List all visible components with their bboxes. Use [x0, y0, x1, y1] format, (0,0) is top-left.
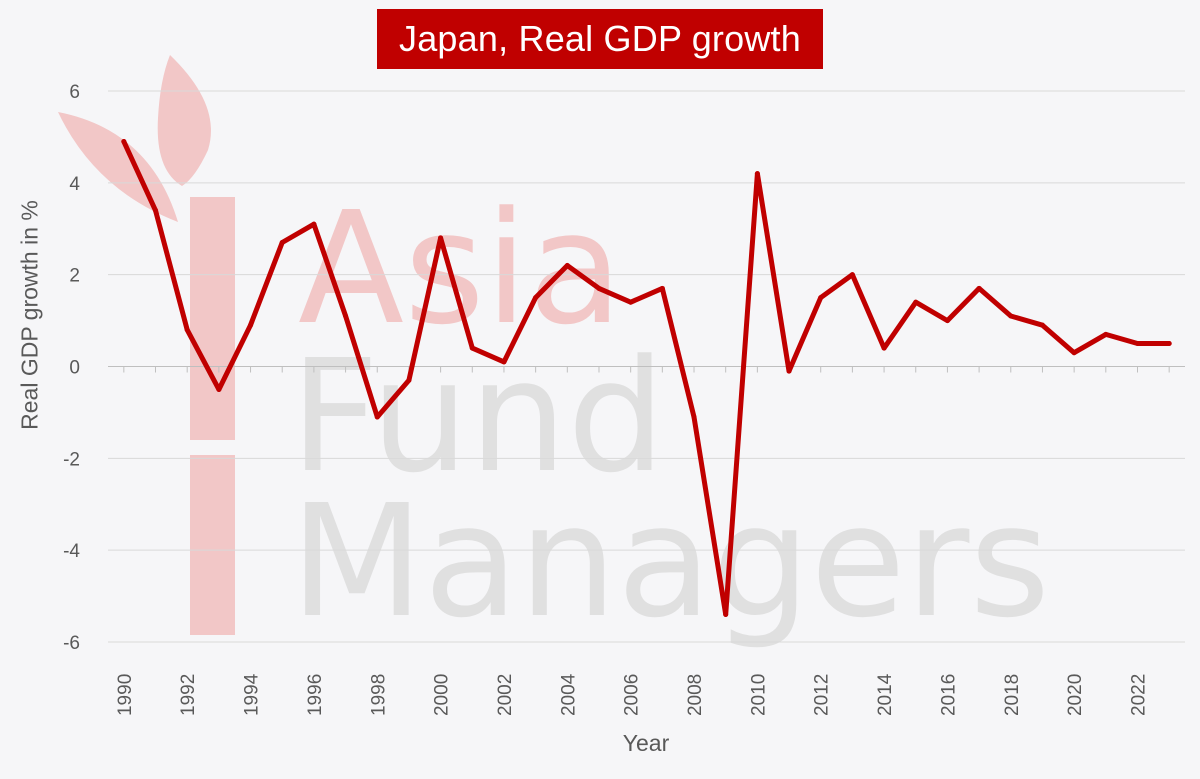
data-point	[216, 386, 222, 392]
watermark-stem-top	[190, 197, 235, 440]
data-point	[1134, 341, 1140, 347]
x-axis-ticks: 1990 1992 1994 1996 1998 2000 2002 2004 2006 2008…	[115, 366, 1170, 716]
data-point	[501, 359, 507, 365]
data-point	[564, 262, 570, 268]
x-tick-label: 1992	[178, 674, 199, 716]
data-point	[944, 318, 950, 324]
chart-title-box: Japan, Real GDP growth	[377, 9, 823, 69]
watermark-leaf-right	[157, 55, 211, 186]
data-point	[596, 285, 602, 291]
data-point	[976, 285, 982, 291]
y-tick-label: -2	[63, 449, 80, 470]
data-point	[121, 139, 127, 145]
x-tick-label: 2022	[1128, 674, 1149, 716]
x-tick-label: 2008	[685, 674, 706, 716]
data-point	[248, 322, 254, 328]
y-tick-label: 2	[69, 266, 80, 287]
x-tick-label: 2004	[558, 673, 579, 716]
y-tick-label: -4	[63, 541, 80, 562]
data-point	[438, 235, 444, 241]
x-tick-label: 2020	[1065, 674, 1086, 716]
data-point	[533, 295, 539, 301]
x-tick-label: 2002	[495, 674, 516, 716]
data-point	[406, 377, 412, 383]
data-point	[153, 207, 159, 213]
data-point	[279, 240, 285, 246]
x-axis-label: Year	[622, 730, 670, 756]
data-point	[691, 414, 697, 420]
x-tick-label: 2014	[875, 673, 896, 716]
x-tick-label: 2016	[938, 674, 959, 716]
y-tick-label: 0	[69, 358, 80, 379]
chart-title: Japan, Real GDP growth	[399, 18, 801, 59]
data-point	[881, 345, 887, 351]
x-tick-label: 1990	[115, 674, 136, 716]
data-point	[1071, 350, 1077, 356]
series-line	[121, 139, 1172, 617]
data-point	[311, 221, 317, 227]
x-tick-label: 2000	[432, 674, 453, 716]
data-point	[184, 327, 190, 333]
x-tick-label: 1994	[242, 673, 263, 716]
data-point	[818, 295, 824, 301]
data-point	[659, 285, 665, 291]
y-axis-label: Real GDP growth in %	[16, 200, 43, 430]
data-point	[786, 368, 792, 374]
y-axis-ticks: 6 4 2 0 -2 -4 -6	[63, 82, 80, 654]
data-point	[343, 313, 349, 319]
data-point	[374, 414, 380, 420]
data-point	[1008, 313, 1014, 319]
data-point	[723, 611, 729, 617]
x-tick-label: 2018	[1002, 674, 1023, 716]
x-tick-label: 1998	[368, 674, 389, 716]
x-tick-label: 2012	[812, 674, 833, 716]
data-point	[1103, 331, 1109, 337]
x-tick-label: 2010	[748, 674, 769, 716]
y-tick-label: 4	[69, 174, 80, 195]
series-layer	[121, 139, 1172, 617]
data-point	[469, 345, 475, 351]
data-point	[628, 299, 634, 305]
watermark-stem-bottom	[190, 455, 235, 635]
gridlines	[108, 90, 1185, 643]
data-point	[913, 299, 919, 305]
watermark: Asia Fund Managers	[58, 55, 1050, 652]
data-point	[849, 272, 855, 278]
data-point	[754, 171, 760, 177]
y-tick-label: -6	[63, 633, 80, 654]
watermark-text-fund: Fund	[290, 326, 666, 507]
x-tick-label: 1996	[305, 674, 326, 716]
data-point	[1039, 322, 1045, 328]
x-tick-label: 2006	[622, 674, 643, 716]
data-point	[1166, 341, 1172, 347]
watermark-text-managers: Managers	[290, 471, 1050, 652]
y-tick-label: 6	[69, 82, 80, 103]
